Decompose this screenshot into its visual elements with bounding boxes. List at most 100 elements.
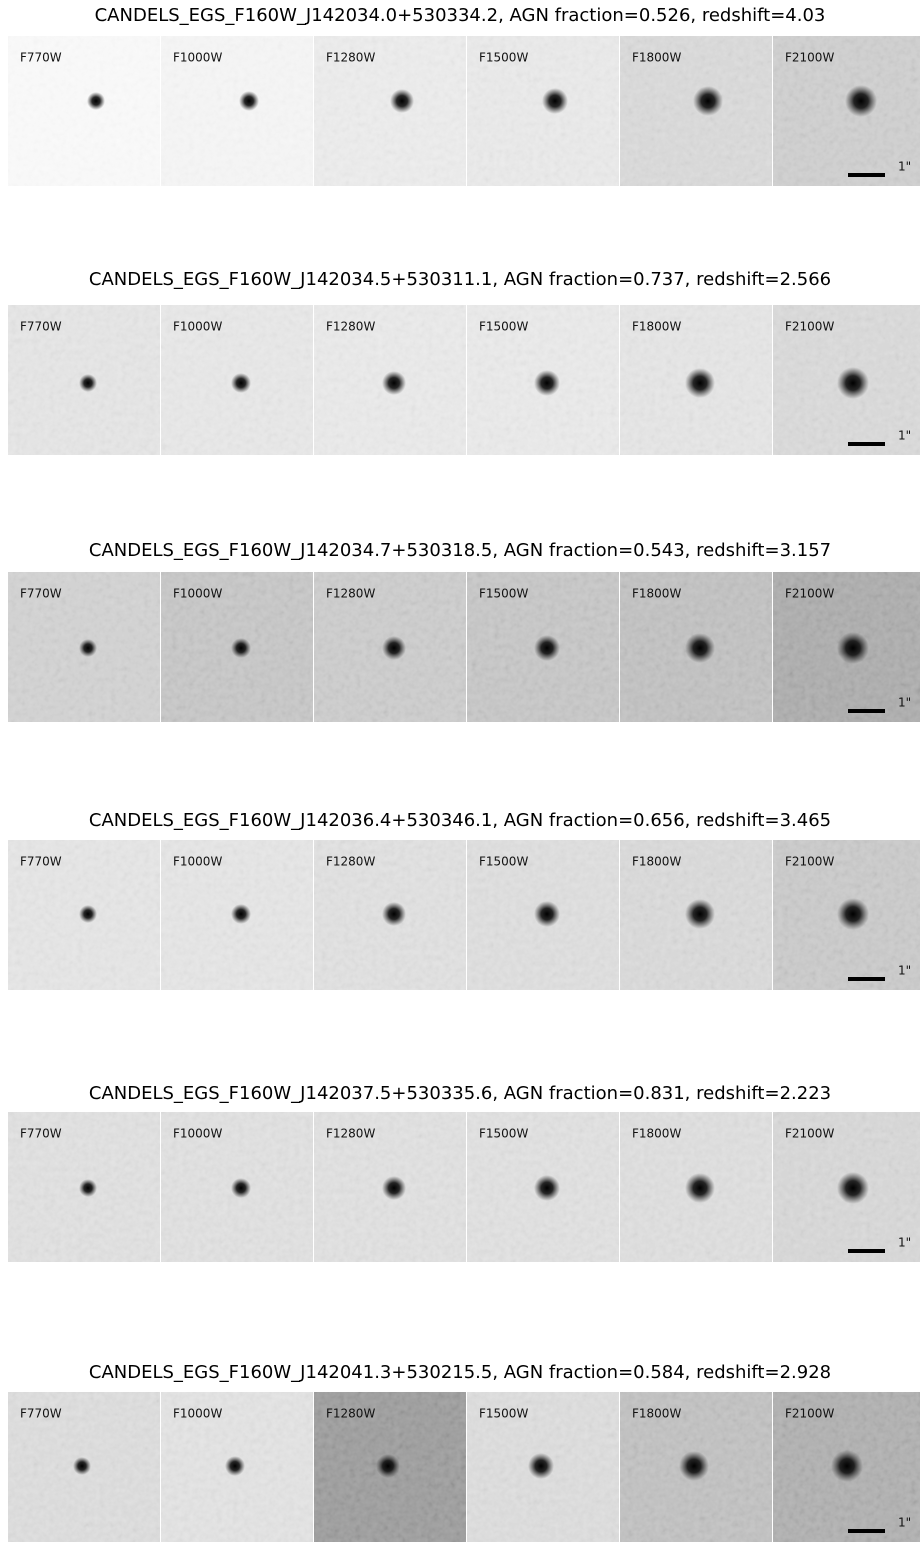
filter-label: F1800W xyxy=(632,587,681,601)
source xyxy=(87,92,105,110)
filter-label: F1500W xyxy=(479,587,528,601)
source xyxy=(382,371,406,395)
source xyxy=(79,374,97,392)
row-title: CANDELS_EGS_F160W_J142037.5+530335.6, AG… xyxy=(89,1083,831,1104)
source xyxy=(534,370,560,396)
image-panel: F1800W xyxy=(620,36,772,186)
filter-label: F2100W xyxy=(785,1407,834,1421)
image-panel: F1500W xyxy=(467,305,619,455)
filter-label: F2100W xyxy=(785,587,834,601)
image-panel: F770W xyxy=(8,36,160,186)
source xyxy=(534,1175,560,1201)
image-panel: F1280W xyxy=(314,1392,466,1542)
filter-label: F2100W xyxy=(785,855,834,869)
source xyxy=(231,904,251,924)
image-panel: F1800W xyxy=(620,572,772,722)
source xyxy=(231,373,251,393)
source xyxy=(382,636,406,660)
filter-label: F1280W xyxy=(326,1407,375,1421)
source xyxy=(685,1173,715,1203)
source xyxy=(79,639,97,657)
source xyxy=(231,638,251,658)
source xyxy=(685,899,715,929)
scale-label: 1" xyxy=(898,1516,911,1530)
source xyxy=(534,901,560,927)
source xyxy=(534,635,560,661)
source xyxy=(79,1179,97,1197)
filter-label: F2100W xyxy=(785,1127,834,1141)
source xyxy=(382,1176,406,1200)
filter-label: F770W xyxy=(20,855,62,869)
source xyxy=(542,88,568,114)
image-panel: F2100W 1" xyxy=(773,1112,920,1262)
filter-label: F1800W xyxy=(632,855,681,869)
row-title: CANDELS_EGS_F160W_J142034.7+530318.5, AG… xyxy=(89,540,831,561)
source xyxy=(837,898,869,930)
image-panel: F1280W xyxy=(314,572,466,722)
image-panel: F1500W xyxy=(467,1112,619,1262)
filter-label: F1500W xyxy=(479,1127,528,1141)
image-panel: F1500W xyxy=(467,572,619,722)
image-panel: F1280W xyxy=(314,1112,466,1262)
filter-label: F1500W xyxy=(479,51,528,65)
image-panel: F1000W xyxy=(161,572,313,722)
filter-label: F1000W xyxy=(173,1127,222,1141)
filter-label: F1800W xyxy=(632,1407,681,1421)
source xyxy=(376,1454,400,1478)
image-panel: F1000W xyxy=(161,840,313,990)
image-panel: F770W xyxy=(8,1112,160,1262)
filter-label: F1280W xyxy=(326,1127,375,1141)
source xyxy=(685,368,715,398)
image-panel: F2100W 1" xyxy=(773,1392,920,1542)
scale-label: 1" xyxy=(898,160,911,174)
filter-label: F770W xyxy=(20,320,62,334)
filter-label: F1800W xyxy=(632,320,681,334)
filter-label: F1280W xyxy=(326,51,375,65)
scale-label: 1" xyxy=(898,429,911,443)
filter-label: F770W xyxy=(20,587,62,601)
image-panel: F1800W xyxy=(620,1392,772,1542)
source xyxy=(390,89,414,113)
image-panel: F770W xyxy=(8,840,160,990)
row-title: CANDELS_EGS_F160W_J142036.4+530346.1, AG… xyxy=(89,810,831,831)
image-panel: F770W xyxy=(8,1392,160,1542)
filter-label: F1000W xyxy=(173,855,222,869)
row-title: CANDELS_EGS_F160W_J142034.5+530311.1, AG… xyxy=(89,269,831,290)
image-panel: F770W xyxy=(8,572,160,722)
source xyxy=(225,1456,245,1476)
filter-label: F1500W xyxy=(479,320,528,334)
source xyxy=(679,1451,709,1481)
scale-label: 1" xyxy=(898,1236,911,1250)
source xyxy=(693,86,723,116)
filter-label: F1280W xyxy=(326,587,375,601)
filter-label: F1000W xyxy=(173,1407,222,1421)
image-panel: F1000W xyxy=(161,305,313,455)
image-panel: F1000W xyxy=(161,1392,313,1542)
image-panel: F1000W xyxy=(161,36,313,186)
source xyxy=(837,367,869,399)
image-panel: F1500W xyxy=(467,840,619,990)
scale-label: 1" xyxy=(898,696,911,710)
filter-label: F770W xyxy=(20,51,62,65)
source xyxy=(382,902,406,926)
image-panel: F1280W xyxy=(314,36,466,186)
filter-label: F1000W xyxy=(173,587,222,601)
image-panel: F1500W xyxy=(467,1392,619,1542)
source xyxy=(685,633,715,663)
source xyxy=(845,85,877,117)
image-panel: F1280W xyxy=(314,840,466,990)
filter-label: F770W xyxy=(20,1127,62,1141)
image-panel: F1800W xyxy=(620,1112,772,1262)
image-panel: F1280W xyxy=(314,305,466,455)
filter-label: F1500W xyxy=(479,1407,528,1421)
filter-label: F2100W xyxy=(785,320,834,334)
filter-label: F1800W xyxy=(632,51,681,65)
figure: CANDELS_EGS_F160W_J142034.0+530334.2, AG… xyxy=(0,0,920,1542)
source xyxy=(831,1450,863,1482)
image-panel: F2100W 1" xyxy=(773,840,920,990)
image-panel: F770W xyxy=(8,305,160,455)
filter-label: F2100W xyxy=(785,51,834,65)
source xyxy=(239,91,259,111)
filter-label: F1000W xyxy=(173,320,222,334)
scale-label: 1" xyxy=(898,964,911,978)
